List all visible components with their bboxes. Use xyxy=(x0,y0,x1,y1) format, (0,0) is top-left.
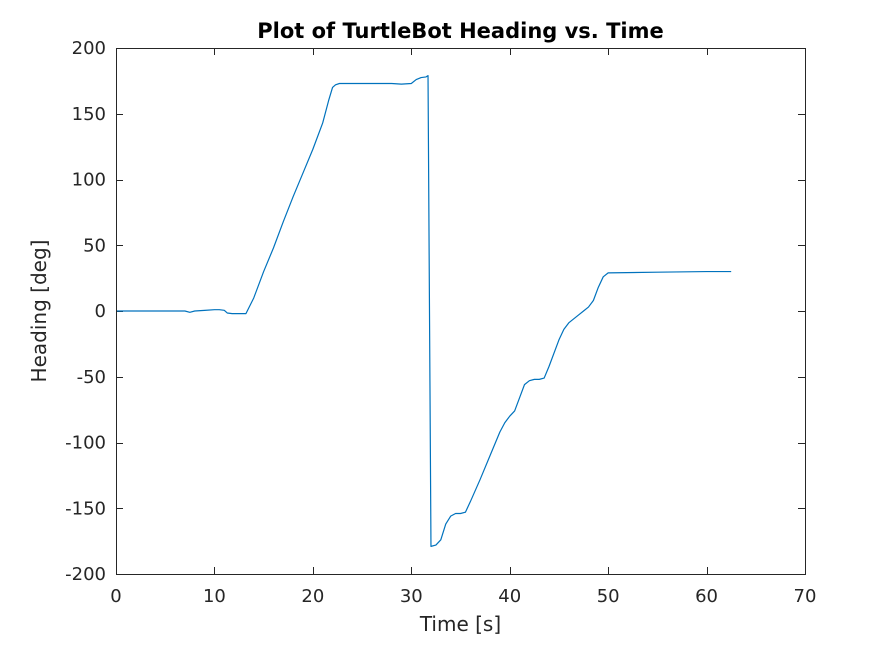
y-axis-label: Heading [deg] xyxy=(27,240,51,383)
x-tick-label: 0 xyxy=(110,586,121,607)
plot-frame xyxy=(116,48,806,575)
x-axis-label: Time [s] xyxy=(419,612,501,636)
x-tick-label: 40 xyxy=(498,586,521,607)
x-axis-ticks: 0 10 20 30 40 50 60 70 xyxy=(110,48,816,607)
x-tick-label: 20 xyxy=(301,586,324,607)
x-tick-label: 70 xyxy=(794,586,817,607)
heading-series-line xyxy=(116,75,732,547)
y-tick-label: -200 xyxy=(65,564,106,585)
y-tick-label: 150 xyxy=(72,104,106,125)
y-tick-label: -150 xyxy=(65,498,106,519)
x-tick-label: 60 xyxy=(695,586,718,607)
y-tick-label: 200 xyxy=(72,38,106,59)
y-axis-ticks: -200 -150 -100 -50 0 50 100 150 200 xyxy=(65,38,805,585)
series-layer xyxy=(116,75,732,547)
x-tick-label: 30 xyxy=(400,586,423,607)
y-tick-label: 0 xyxy=(95,301,106,322)
plot-area xyxy=(116,48,805,574)
y-tick-label: 100 xyxy=(72,170,106,191)
x-tick-label: 50 xyxy=(597,586,620,607)
x-tick-label: 10 xyxy=(203,586,226,607)
y-tick-label: -100 xyxy=(65,433,106,454)
y-tick-label: 50 xyxy=(83,235,106,256)
chart-title: Plot of TurtleBot Heading vs. Time xyxy=(257,19,663,43)
y-tick-label: -50 xyxy=(77,367,106,388)
